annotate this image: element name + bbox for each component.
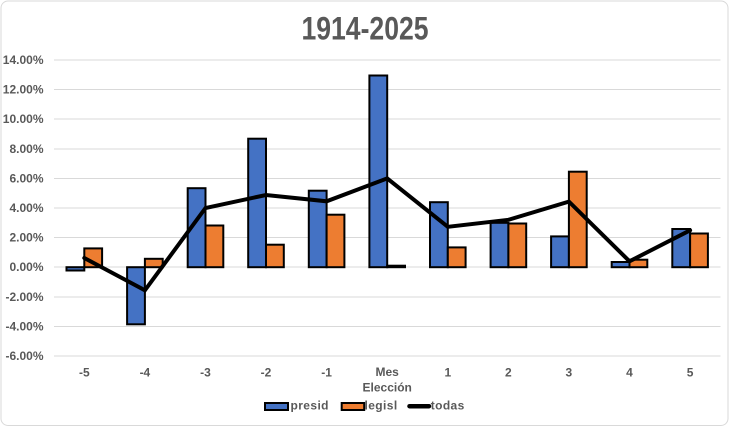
svg-text:6.00%: 6.00% (9, 171, 43, 185)
svg-text:5: 5 (687, 366, 694, 380)
svg-text:2: 2 (505, 366, 512, 380)
svg-text:Mes: Mes (376, 365, 400, 379)
svg-text:-1: -1 (321, 366, 332, 380)
svg-text:1: 1 (444, 366, 451, 380)
svg-text:12.00%: 12.00% (3, 83, 44, 97)
svg-text:-2.00%: -2.00% (5, 290, 43, 304)
svg-text:4: 4 (626, 366, 633, 380)
svg-text:2.00%: 2.00% (9, 231, 43, 245)
svg-text:1914-2025: 1914-2025 (302, 10, 429, 46)
svg-text:legisl: legisl (365, 398, 398, 412)
svg-text:10.00%: 10.00% (3, 112, 44, 126)
svg-text:0.00%: 0.00% (9, 260, 43, 274)
svg-text:3: 3 (566, 366, 573, 380)
svg-text:-5: -5 (79, 366, 90, 380)
svg-text:14.00%: 14.00% (3, 53, 44, 67)
svg-text:-4: -4 (140, 366, 151, 380)
svg-text:-3: -3 (200, 366, 211, 380)
svg-text:-2: -2 (261, 366, 272, 380)
svg-text:8.00%: 8.00% (9, 142, 43, 156)
svg-text:Elección: Elección (363, 381, 412, 395)
svg-text:4.00%: 4.00% (9, 201, 43, 215)
svg-text:-6.00%: -6.00% (5, 349, 43, 363)
svg-text:todas: todas (431, 398, 465, 412)
svg-text:presid: presid (291, 398, 329, 412)
svg-text:-4.00%: -4.00% (5, 319, 43, 333)
